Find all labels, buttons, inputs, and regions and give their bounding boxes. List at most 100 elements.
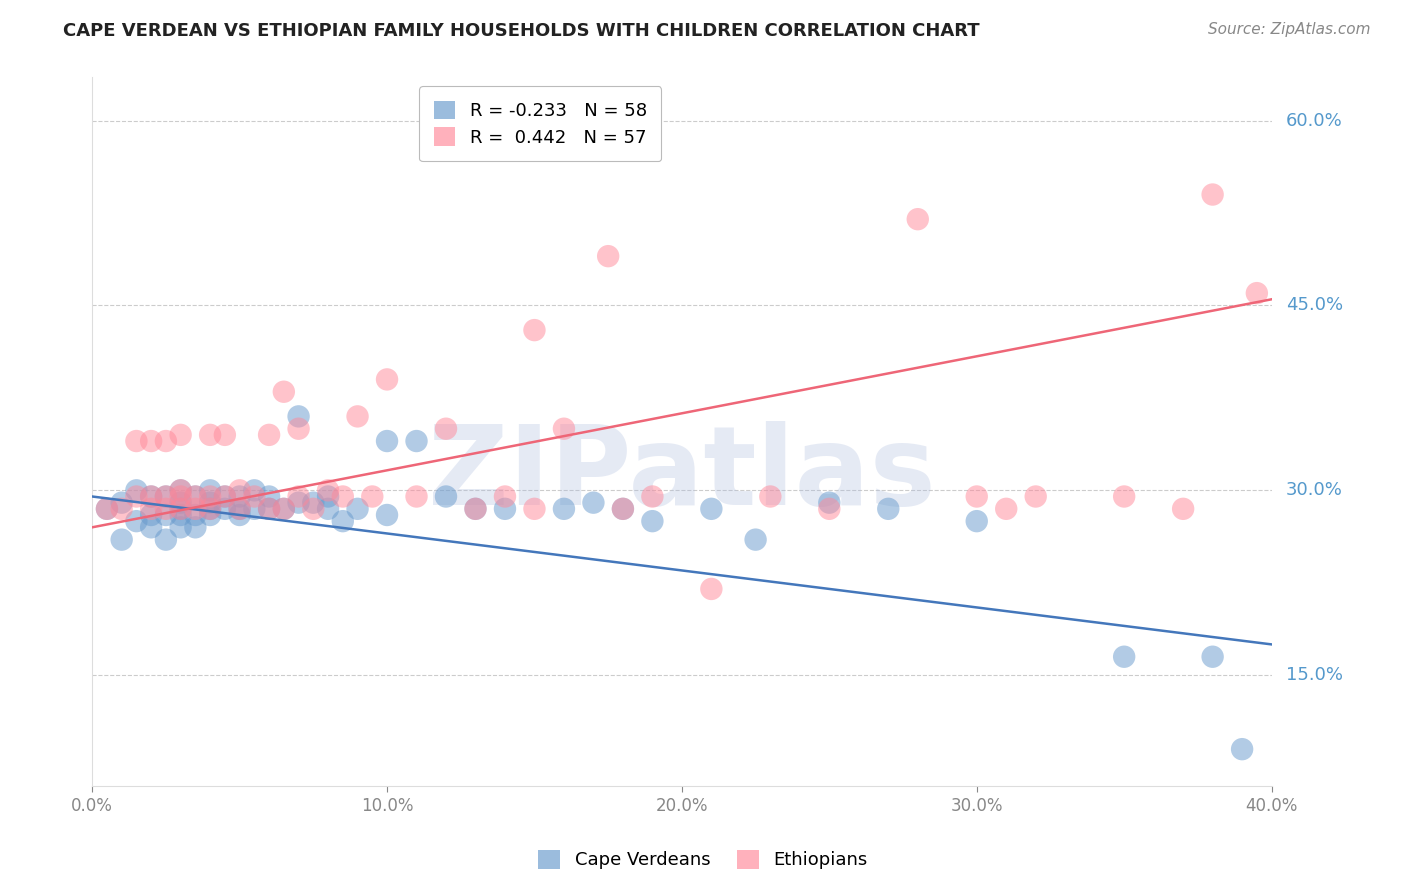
Point: [995, 501, 1018, 516]
Point: [641, 514, 664, 528]
Point: [169, 483, 191, 498]
Point: [287, 422, 309, 436]
Point: [1246, 286, 1268, 301]
Text: 30.0%: 30.0%: [1285, 482, 1343, 500]
Point: [375, 372, 398, 386]
Point: [464, 501, 486, 516]
Point: [125, 434, 148, 448]
Point: [494, 501, 516, 516]
Text: 15.0%: 15.0%: [1285, 666, 1343, 684]
Point: [744, 533, 766, 547]
Point: [169, 428, 191, 442]
Point: [1230, 742, 1253, 756]
Point: [375, 434, 398, 448]
Point: [818, 501, 841, 516]
Point: [316, 483, 339, 498]
Point: [553, 501, 575, 516]
Point: [273, 384, 295, 399]
Point: [169, 501, 191, 516]
Point: [966, 490, 988, 504]
Point: [523, 323, 546, 337]
Point: [818, 496, 841, 510]
Point: [243, 501, 266, 516]
Point: [198, 508, 221, 522]
Point: [184, 508, 207, 522]
Point: [228, 508, 250, 522]
Point: [125, 490, 148, 504]
Point: [287, 496, 309, 510]
Point: [598, 249, 620, 263]
Point: [125, 514, 148, 528]
Point: [1201, 187, 1223, 202]
Point: [405, 490, 427, 504]
Point: [96, 501, 118, 516]
Point: [141, 508, 163, 522]
Point: [141, 490, 163, 504]
Point: [228, 501, 250, 516]
Point: [228, 501, 250, 516]
Point: [141, 501, 163, 516]
Point: [434, 422, 457, 436]
Point: [111, 496, 134, 510]
Point: [700, 582, 723, 596]
Point: [169, 501, 191, 516]
Point: [155, 533, 177, 547]
Point: [346, 501, 368, 516]
Point: [966, 514, 988, 528]
Point: [523, 501, 546, 516]
Point: [316, 490, 339, 504]
Point: [111, 533, 134, 547]
Point: [184, 501, 207, 516]
Point: [96, 501, 118, 516]
Point: [302, 501, 325, 516]
Point: [434, 490, 457, 504]
Point: [257, 501, 280, 516]
Point: [582, 496, 605, 510]
Point: [155, 490, 177, 504]
Point: [877, 501, 900, 516]
Point: [214, 490, 236, 504]
Point: [907, 212, 929, 227]
Point: [464, 501, 486, 516]
Point: [184, 490, 207, 504]
Point: [169, 520, 191, 534]
Point: [1201, 649, 1223, 664]
Point: [405, 434, 427, 448]
Text: CAPE VERDEAN VS ETHIOPIAN FAMILY HOUSEHOLDS WITH CHILDREN CORRELATION CHART: CAPE VERDEAN VS ETHIOPIAN FAMILY HOUSEHO…: [63, 22, 980, 40]
Text: 60.0%: 60.0%: [1285, 112, 1343, 129]
Point: [214, 428, 236, 442]
Point: [184, 490, 207, 504]
Text: Source: ZipAtlas.com: Source: ZipAtlas.com: [1208, 22, 1371, 37]
Point: [169, 508, 191, 522]
Point: [198, 428, 221, 442]
Text: 45.0%: 45.0%: [1285, 296, 1343, 315]
Point: [612, 501, 634, 516]
Point: [700, 501, 723, 516]
Point: [287, 490, 309, 504]
Point: [257, 501, 280, 516]
Point: [169, 483, 191, 498]
Point: [1114, 649, 1136, 664]
Point: [302, 496, 325, 510]
Point: [198, 483, 221, 498]
Point: [553, 422, 575, 436]
Point: [228, 483, 250, 498]
Point: [198, 501, 221, 516]
Point: [375, 508, 398, 522]
Point: [361, 490, 384, 504]
Point: [316, 501, 339, 516]
Point: [346, 409, 368, 424]
Point: [169, 490, 191, 504]
Point: [612, 501, 634, 516]
Point: [155, 501, 177, 516]
Point: [169, 496, 191, 510]
Point: [257, 490, 280, 504]
Point: [1114, 490, 1136, 504]
Point: [1171, 501, 1194, 516]
Point: [155, 508, 177, 522]
Point: [641, 490, 664, 504]
Point: [273, 501, 295, 516]
Point: [494, 490, 516, 504]
Point: [1025, 490, 1047, 504]
Point: [184, 520, 207, 534]
